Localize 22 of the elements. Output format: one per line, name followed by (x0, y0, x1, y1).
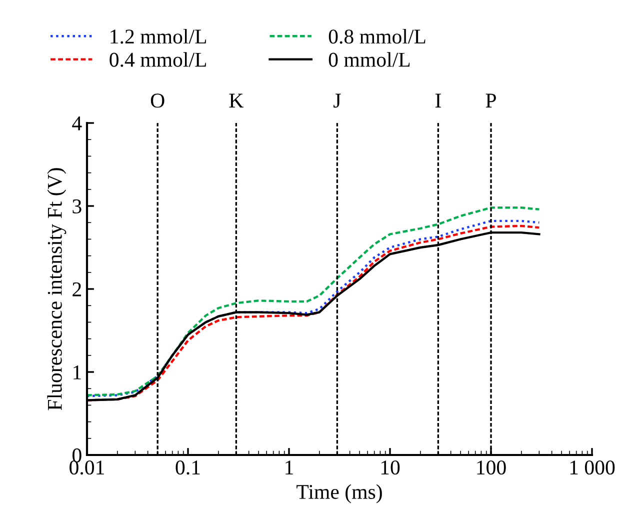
legend-label: 0 mmol/L (328, 52, 410, 67)
y-tick-label: 0 (72, 448, 82, 462)
ref-line-label: K (229, 94, 244, 108)
y-tick-label: 2 (72, 282, 81, 296)
ref-line-label: I (435, 94, 441, 108)
y-tick-label: 1 (74, 365, 81, 380)
x-tick-label: 1 (286, 460, 293, 474)
ref-line-label: O (150, 94, 164, 108)
x-tick-label: 1 000 (570, 460, 615, 475)
x-tick-label: 100 (477, 460, 506, 475)
ref-line-label: P (486, 94, 496, 108)
x-tick-label: 0.01 (70, 460, 104, 475)
legend-label: 0.4 mmol/L (110, 52, 206, 67)
legend-label: 1.2 mmol/L (110, 28, 206, 44)
y-tick-label: 4 (72, 116, 82, 130)
x-tick-label: 0.1 (176, 460, 200, 475)
x-axis-title: Time (ms) (296, 484, 382, 504)
y-tick-label: 3 (72, 199, 82, 214)
y-axis-title: Fluorescence intensity Ft (V) (47, 168, 66, 410)
legend-label: 0.8 mmol/L (328, 28, 426, 44)
ref-line-label: J (334, 94, 341, 108)
x-tick-label: 10 (381, 460, 400, 475)
